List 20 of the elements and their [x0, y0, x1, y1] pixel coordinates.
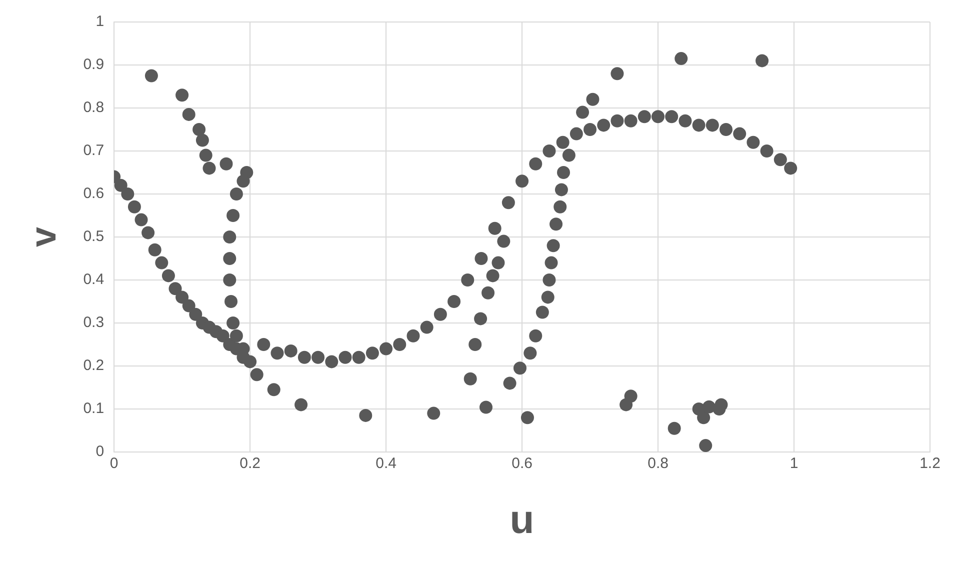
y-tick-label: 0.6: [83, 185, 104, 202]
y-tick-label: 0.1: [83, 400, 104, 418]
x-axis-title: u: [510, 498, 534, 542]
x-tick-label: 0: [110, 455, 118, 472]
x-tick-label: 1.2: [920, 455, 940, 472]
y-tick-label: 0.7: [83, 142, 104, 160]
x-tick-label: 0.6: [512, 455, 532, 472]
y-tick-label: 0.4: [83, 271, 104, 288]
x-tick-label: 0.8: [648, 455, 668, 472]
y-tick-label: 0.2: [83, 357, 104, 374]
y-tick-label: 0.9: [83, 56, 104, 74]
y-tick-label: 0.5: [83, 228, 104, 246]
y-tick-label: 0.8: [83, 99, 104, 116]
x-tick-label: 0.4: [376, 455, 396, 472]
x-tick-label: 1: [790, 455, 798, 472]
y-tick-label: 0: [96, 443, 104, 460]
y-tick-label: 0.3: [83, 314, 104, 332]
y-axis-title: v: [22, 226, 64, 248]
y-tick-label: 1: [96, 13, 104, 30]
x-tick-label: 0.2: [240, 455, 260, 472]
